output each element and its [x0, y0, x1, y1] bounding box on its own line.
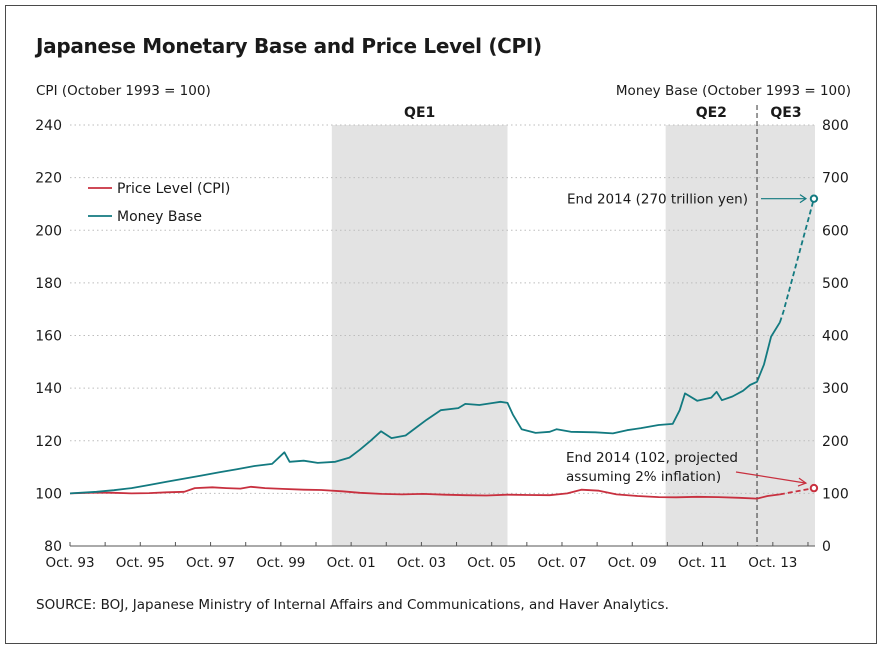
chart-title: Japanese Monetary Base and Price Level (…: [36, 34, 542, 58]
y-tick-right: 500: [822, 276, 849, 292]
projection-line-money-base: [779, 198, 815, 323]
y-tick-left: 180: [35, 276, 62, 292]
legend: Price Level (CPI) Money Base: [88, 181, 230, 225]
x-tick-label: Oct. 09: [608, 555, 657, 571]
gridlines: [70, 105, 815, 546]
y-tick-right: 300: [822, 381, 849, 397]
y-tick-right: 400: [822, 329, 849, 345]
left-axis-title: CPI (October 1993 = 100): [36, 83, 211, 99]
axes: 80 100 120 140 160 180 200 220 240 0 100 200 300 400 5…: [35, 118, 848, 571]
arrowhead-icon: [797, 477, 808, 487]
x-tick-label: Oct. 97: [186, 555, 235, 571]
y-tick-left: 80: [44, 539, 62, 555]
annotation-money-base: End 2014 (270 trillion yen): [567, 192, 748, 208]
region-label-qe3: QE3: [770, 105, 801, 121]
series-line-price-level-cpi: [69, 485, 781, 500]
x-tick-label: Oct. 93: [45, 555, 94, 571]
series-lines: [69, 194, 819, 500]
y-tick-left: 220: [35, 171, 62, 187]
x-tick-label: Oct. 95: [116, 555, 165, 571]
y-tick-left: 140: [35, 381, 62, 397]
legend-label: Price Level (CPI): [117, 181, 230, 197]
annotations: End 2014 (270 trillion yen) End 2014 (102…: [566, 192, 808, 487]
y-tick-right: 100: [822, 486, 849, 502]
legend-label: Money Base: [117, 209, 202, 225]
series-line-money-base: [69, 321, 781, 495]
x-tick-label: Oct. 03: [397, 555, 446, 571]
y-tick-left: 240: [35, 118, 62, 134]
y-tick-left: 200: [35, 223, 62, 239]
endpoint-marker-money-base: [809, 194, 819, 203]
y-tick-right: 700: [822, 171, 849, 187]
annotation-cpi-line: assuming 2% inflation): [566, 469, 721, 485]
x-tick-label: Oct. 99: [256, 555, 305, 571]
y-tick-right: 600: [822, 223, 849, 239]
y-tick-right: 200: [822, 434, 849, 450]
right-axis-title: Money Base (October 1993 = 100): [615, 83, 851, 99]
y-tick-left: 160: [35, 329, 62, 345]
x-tick-label: Oct. 05: [467, 555, 516, 571]
y-tick-left: 100: [35, 486, 62, 502]
region-label-qe1: QE1: [404, 105, 435, 121]
y-tick-left: 120: [35, 434, 62, 450]
x-tick-label: Oct. 13: [748, 555, 797, 571]
region-label-qe2: QE2: [696, 105, 727, 121]
x-tick-label: Oct. 01: [327, 555, 376, 571]
source-note: SOURCE: BOJ, Japanese Ministry of Intern…: [36, 597, 669, 613]
y-tick-right: 800: [822, 118, 849, 134]
projection-line-price-level-cpi: [779, 487, 815, 496]
annotation-arrow-cpi: [735, 471, 807, 484]
arrowhead-icon: [799, 194, 808, 204]
x-tick-label: Oct. 07: [537, 555, 586, 571]
shaded-region-qe1: [331, 125, 508, 546]
shaded-regions: QE1 QE2 QE3: [331, 105, 815, 546]
x-tick-label: Oct. 11: [678, 555, 727, 571]
y-tick-right: 0: [822, 539, 831, 555]
annotation-cpi-line: End 2014 (102, projected: [566, 450, 738, 466]
endpoint-marker-price-level-cpi: [809, 483, 819, 493]
